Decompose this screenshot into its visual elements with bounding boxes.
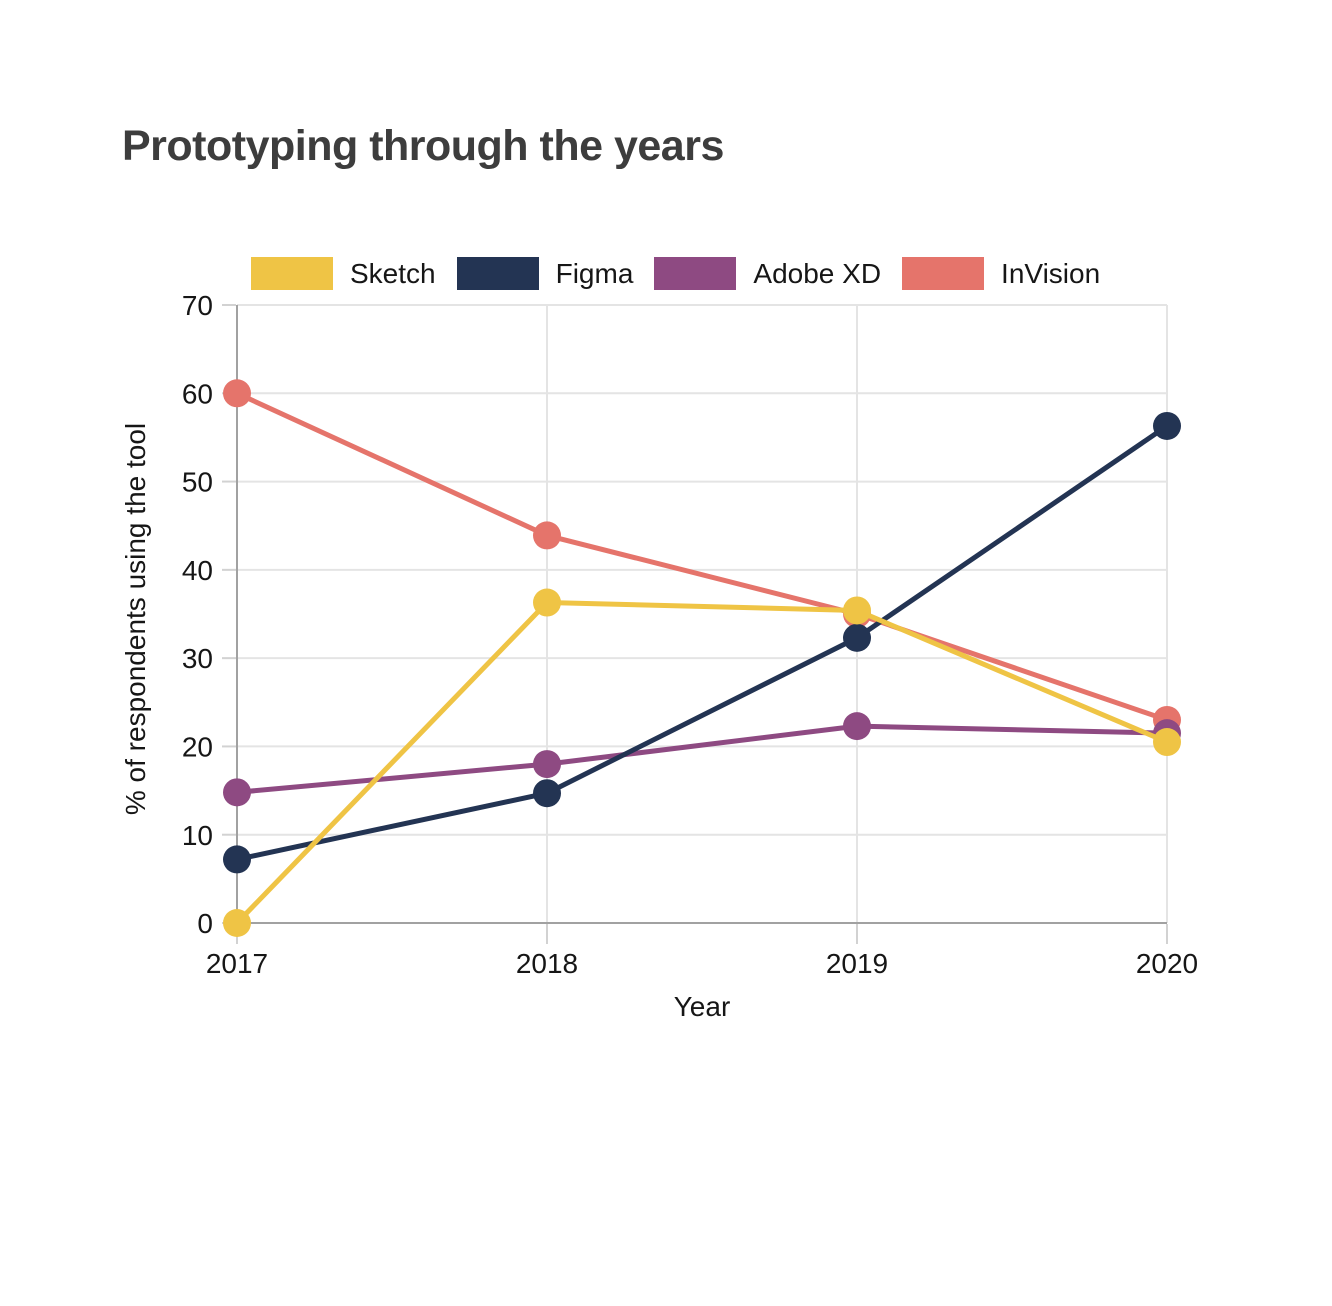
- data-point-adobe-xd-2017: [223, 778, 251, 807]
- y-tick-label: 50: [182, 467, 213, 498]
- x-tick-label: 2020: [1136, 948, 1198, 979]
- x-tick-label: 2019: [826, 948, 888, 979]
- legend-item-sketch: Sketch: [251, 257, 436, 290]
- series-line-adobe-xd: [234, 723, 1170, 795]
- data-point-figma-2017: [223, 845, 251, 874]
- legend-label: Adobe XD: [753, 257, 882, 289]
- legend-label: InVision: [1001, 257, 1101, 289]
- chart-legend: Sketch Figma Adobe XD InVision: [251, 257, 1100, 290]
- data-point-figma-2018: [533, 779, 561, 808]
- legend-label: Figma: [555, 257, 634, 289]
- data-point-invision-2017: [223, 379, 251, 408]
- data-point-figma-2019: [843, 623, 871, 652]
- data-point-sketch-2020: [1153, 728, 1181, 757]
- y-tick-label: 40: [182, 555, 213, 586]
- data-point-sketch-2018: [533, 588, 561, 617]
- series-line-sketch: [234, 600, 1170, 926]
- legend-item-figma: Figma: [456, 257, 634, 290]
- chart-title: Prototyping through the years: [122, 122, 724, 170]
- data-point-sketch-2019: [843, 596, 871, 625]
- legend-swatch: [251, 257, 333, 290]
- x-axis-title: Year: [674, 991, 731, 1022]
- legend-swatch: [456, 257, 539, 290]
- data-point-adobe-xd-2019: [843, 712, 871, 741]
- legend-swatch: [902, 257, 985, 290]
- legend-swatch: [654, 257, 737, 290]
- data-point-figma-2020: [1153, 411, 1181, 440]
- legend-item-adobe-xd: Adobe XD: [654, 257, 881, 290]
- y-tick-label: 70: [182, 290, 213, 321]
- y-axis-title: % of respondents using the tool: [120, 423, 151, 815]
- data-point-adobe-xd-2018: [533, 750, 561, 779]
- series-line-figma: [234, 423, 1170, 862]
- legend-label: Sketch: [350, 257, 436, 289]
- y-tick-label: 10: [182, 820, 213, 851]
- y-tick-label: 20: [182, 732, 213, 763]
- y-tick-label: 0: [197, 908, 213, 939]
- y-tick-label: 60: [182, 378, 213, 409]
- data-point-invision-2018: [533, 521, 561, 550]
- series-line-invision: [234, 390, 1170, 723]
- legend-item-invision: InVision: [902, 257, 1100, 290]
- data-point-sketch-2017: [223, 909, 251, 937]
- y-tick-label: 30: [182, 643, 213, 674]
- x-tick-label: 2017: [206, 948, 268, 979]
- x-tick-label: 2018: [516, 948, 578, 979]
